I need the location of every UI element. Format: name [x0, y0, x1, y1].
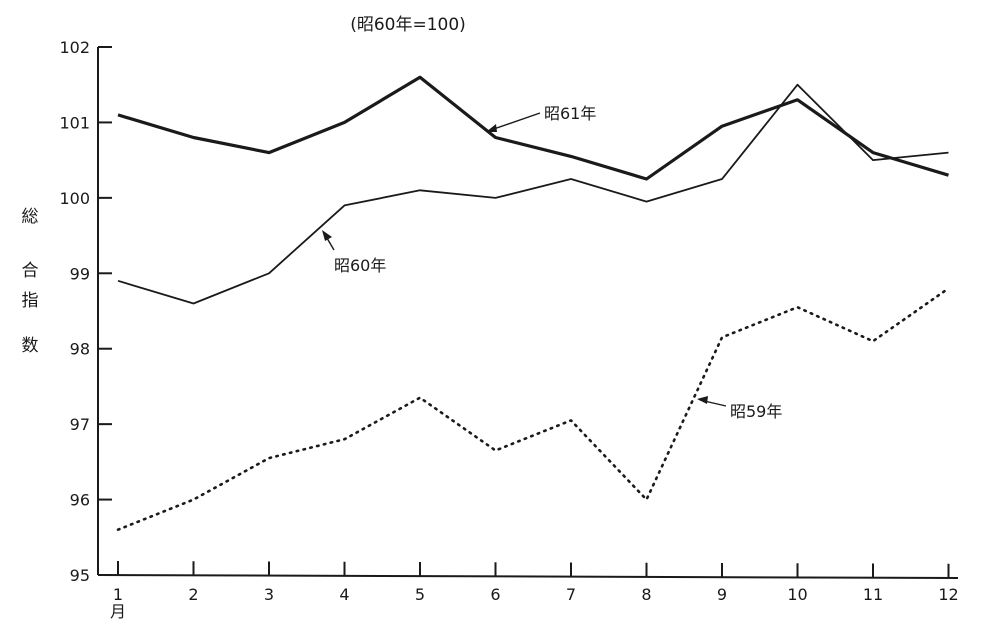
- x-tick-label: 5: [415, 585, 425, 604]
- annotation-label-showa59: 昭59年: [730, 402, 782, 421]
- x-tick-label: 6: [490, 585, 500, 604]
- y-tick-label: 99: [70, 264, 90, 283]
- y-tick-label: 100: [59, 189, 90, 208]
- y-tick-label: 95: [70, 566, 90, 585]
- x-tick-label: 7: [566, 585, 576, 604]
- y-axis-label-char: 指: [22, 291, 39, 311]
- arrowhead-icon: [697, 396, 708, 404]
- y-axis-ticks: 95 96 97 98 99 100 101 102: [59, 38, 112, 585]
- y-tick-label: 102: [59, 38, 90, 57]
- series-line-2: [117, 83, 949, 305]
- annotation-showa61: 昭61年: [486, 104, 596, 132]
- y-tick-label: 101: [59, 113, 90, 132]
- annotation-showa60: 昭60年: [322, 230, 386, 275]
- x-tick-label: 12: [938, 585, 958, 604]
- y-axis-label-char: 数: [22, 336, 39, 356]
- x-tick-label: 2: [188, 585, 198, 604]
- x-tick-label: 10: [787, 585, 807, 604]
- x-tick-label: 3: [264, 585, 274, 604]
- y-axis-label-char: 合: [22, 261, 39, 281]
- annotation-label-showa61: 昭61年: [544, 104, 596, 123]
- x-tick-label: 9: [717, 585, 727, 604]
- x-tick-label: 4: [339, 585, 349, 604]
- x-axis-unit-label: 月: [110, 602, 126, 621]
- x-tick-label: 8: [641, 585, 651, 604]
- x-axis-line: [97, 574, 959, 579]
- x-axis-ticks: 1 2 3 4 5 6 7 8 9 10 11 12: [113, 561, 959, 604]
- series-line-3: [116, 287, 950, 532]
- annotation-label-showa60: 昭60年: [334, 256, 386, 275]
- x-tick-label: 11: [863, 585, 883, 604]
- annotation-showa59: 昭59年: [697, 396, 782, 421]
- y-tick-label: 98: [70, 340, 90, 359]
- arrowhead-icon: [486, 124, 497, 132]
- y-axis-label-char: 総: [22, 207, 39, 227]
- y-tick-label: 96: [70, 491, 90, 510]
- x-tick-label: 1: [113, 585, 123, 604]
- series-lines: [116, 75, 950, 532]
- annotation-arrow-showa61: [487, 112, 541, 132]
- arrowhead-icon: [322, 230, 332, 241]
- chart-subtitle: (昭60年=100): [350, 15, 466, 35]
- series-line-1: [117, 75, 949, 181]
- y-tick-label: 97: [70, 415, 90, 434]
